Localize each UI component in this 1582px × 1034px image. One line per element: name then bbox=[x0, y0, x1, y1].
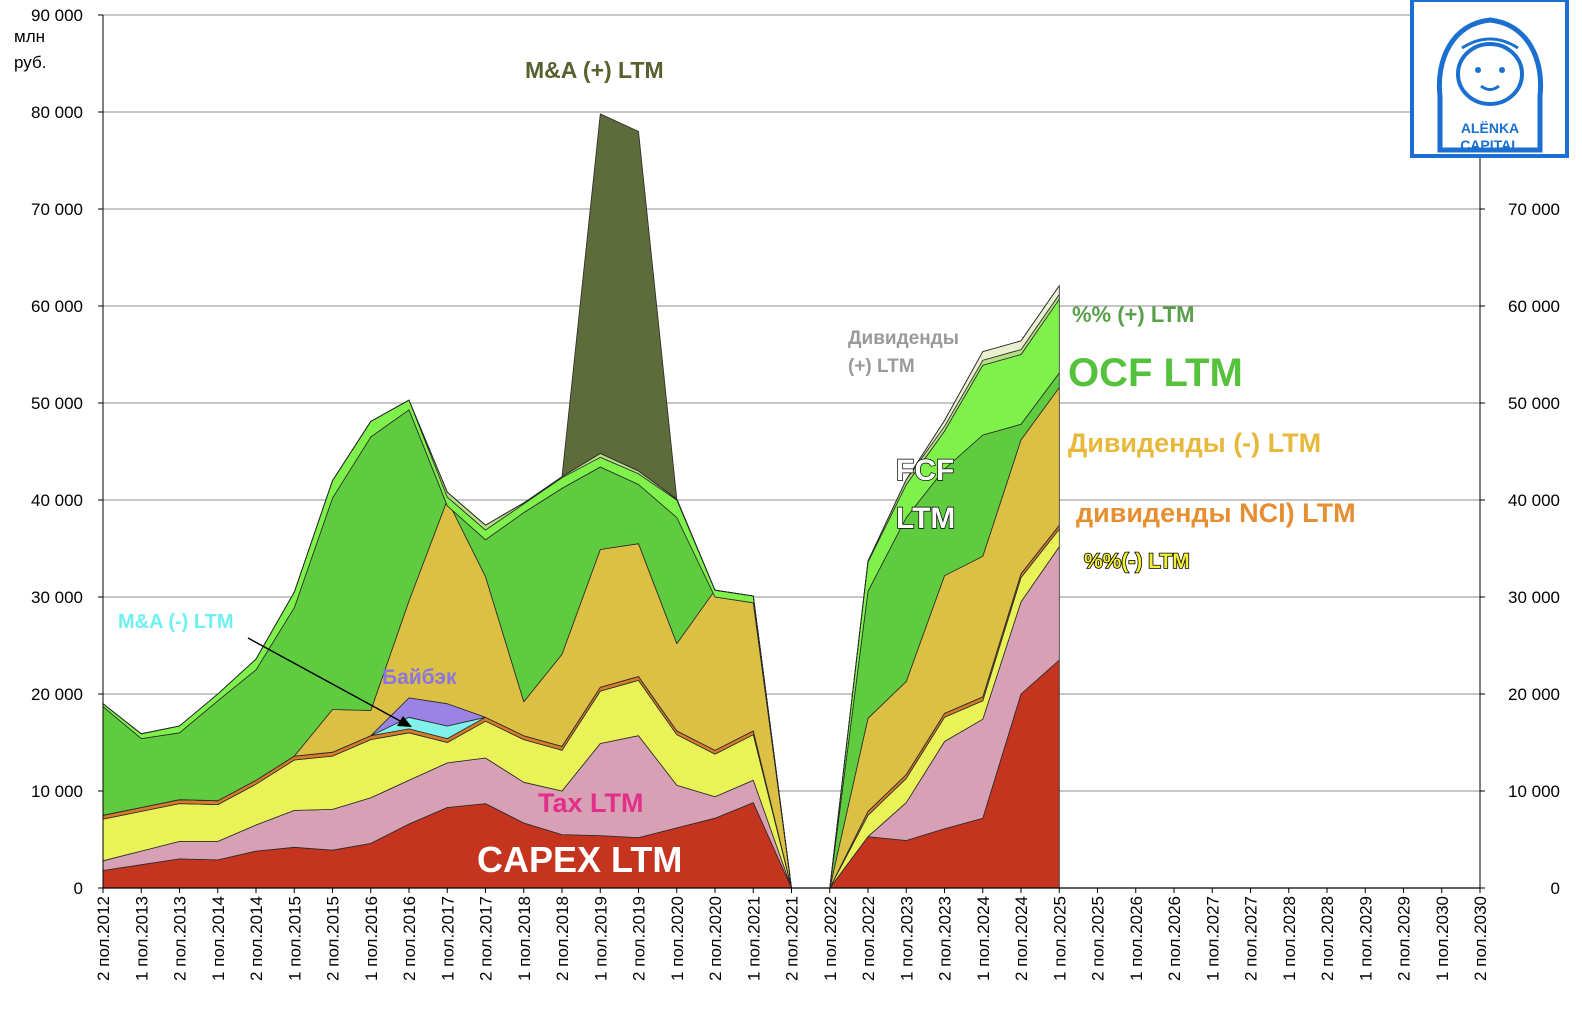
x-tick-label: 1 пол.2024 bbox=[974, 896, 993, 981]
y-tick-label: 40 000 bbox=[31, 491, 83, 510]
annotation-ocf: OCF LTM bbox=[1068, 351, 1243, 395]
x-tick-label: 2 пол.2026 bbox=[1165, 896, 1184, 981]
x-tick-label: 1 пол.2022 bbox=[821, 896, 840, 981]
y-tick-label: 0 bbox=[74, 879, 83, 898]
y-tick-label-right: 30 000 bbox=[1508, 588, 1560, 607]
y-tick-label: 50 000 bbox=[31, 394, 83, 413]
x-tick-label: 2 пол.2013 bbox=[171, 896, 190, 981]
y-tick-label: 60 000 bbox=[31, 297, 83, 316]
x-tick-label: 1 пол.2026 bbox=[1127, 896, 1146, 981]
y-tick-label-right: 40 000 bbox=[1508, 491, 1560, 510]
x-tick-label: 2 пол.2025 bbox=[1089, 896, 1108, 981]
logo-text-line1: ALЁNKA bbox=[1461, 120, 1519, 136]
y-tick-label: 20 000 bbox=[31, 685, 83, 704]
y-tick-label: 70 000 bbox=[31, 200, 83, 219]
x-tick-label: 1 пол.2019 bbox=[591, 896, 610, 981]
y-tick-label: 90 000 bbox=[31, 6, 83, 25]
logo-text-line2: CAPITAL bbox=[1460, 137, 1520, 153]
x-tick-label: 2 пол.2022 bbox=[859, 896, 878, 981]
annotation-tax: Tax LTM bbox=[538, 788, 644, 818]
x-tick-label: 1 пол.2028 bbox=[1280, 896, 1299, 981]
x-tick-label: 1 пол.2016 bbox=[362, 896, 381, 981]
y-tick-label: 10 000 bbox=[31, 782, 83, 801]
annotation-interest-plus: %% (+) LTM bbox=[1072, 302, 1194, 327]
annotation-buyback: Байбэк bbox=[382, 666, 457, 689]
y-axis-right-ticks: 0 10 000 20 000 30 000 40 000 50 000 60 000 70 … bbox=[1480, 200, 1560, 898]
y-tick-label: 30 000 bbox=[31, 588, 83, 607]
x-tick-label: 2 пол.2029 bbox=[1395, 896, 1414, 981]
annotation-interest-minus: %%(-) LTM bbox=[1084, 550, 1190, 573]
y-tick-label-right: 70 000 bbox=[1508, 200, 1560, 219]
x-tick-label: 1 пол.2027 bbox=[1203, 896, 1222, 981]
x-tick-label: 1 пол.2020 bbox=[668, 896, 687, 981]
x-tick-label: 2 пол.2019 bbox=[630, 896, 649, 981]
y-tick-label-right: 0 bbox=[1551, 879, 1560, 898]
x-tick-label: 1 пол.2029 bbox=[1356, 896, 1375, 981]
x-tick-label: 2 пол.2017 bbox=[477, 896, 496, 981]
x-tick-label: 2 пол.2021 bbox=[783, 896, 802, 981]
y-unit-label-line1: млн bbox=[14, 27, 45, 46]
y-axis-left-ticks: 0 10 000 20 000 30 000 40 000 50 000 60 000 70 … bbox=[31, 6, 103, 898]
y-tick-label-right: 10 000 bbox=[1508, 782, 1560, 801]
x-tick-label: 1 пол.2018 bbox=[515, 896, 534, 981]
annotation-dividends-nci: дивиденды NCI) LTM bbox=[1076, 498, 1356, 528]
annotation-dividends-plus-line1: Дивиденды bbox=[848, 328, 959, 349]
annotation-dividends-minus: Дивиденды (-) LTM bbox=[1068, 428, 1321, 458]
x-tick-label: 2 пол.2014 bbox=[247, 896, 266, 981]
x-axis-ticks: 2 пол.2012 1 пол.2013 2 пол.2013 1 пол.2014… bbox=[94, 888, 1490, 981]
x-tick-label: 1 пол.2017 bbox=[438, 896, 457, 981]
x-tick-label: 1 пол.2015 bbox=[285, 896, 304, 981]
annotation-fcf-line1: FCF bbox=[896, 454, 954, 487]
x-tick-label: 1 пол.2014 bbox=[209, 896, 228, 981]
annotation-ma-minus-arrow-line bbox=[247, 637, 403, 723]
x-tick-label: 1 пол.2023 bbox=[897, 896, 916, 981]
annotation-ma-minus-arrowhead bbox=[397, 716, 412, 727]
annotation-ma-plus: M&A (+) LTM bbox=[525, 57, 664, 83]
x-tick-label: 2 пол.2030 bbox=[1471, 896, 1490, 981]
x-tick-label: 1 пол.2030 bbox=[1433, 896, 1452, 981]
y-tick-label-right: 50 000 bbox=[1508, 394, 1560, 413]
y-tick-label-right: 60 000 bbox=[1508, 297, 1560, 316]
x-tick-label: 2 пол.2018 bbox=[553, 896, 572, 981]
x-tick-label: 2 пол.2027 bbox=[1242, 896, 1261, 981]
x-tick-label: 1 пол.2013 bbox=[132, 896, 151, 981]
x-tick-label: 2 пол.2020 bbox=[706, 896, 725, 981]
y-tick-label: 80 000 bbox=[31, 103, 83, 122]
alenka-capital-logo: ALЁNKA CAPITAL bbox=[1410, 0, 1569, 158]
area-series bbox=[102, 113, 1060, 889]
y-unit-label-line2: руб. bbox=[14, 53, 46, 72]
y-tick-label-right: 20 000 bbox=[1508, 685, 1560, 704]
x-tick-label: 2 пол.2016 bbox=[400, 896, 419, 981]
x-tick-label: 2 пол.2028 bbox=[1318, 896, 1337, 981]
x-tick-label: 1 пол.2025 bbox=[1050, 896, 1069, 981]
x-tick-label: 2 пол.2024 bbox=[1012, 896, 1031, 981]
annotation-fcf-line2: LTM bbox=[896, 502, 955, 535]
annotation-ma-minus: M&A (-) LTM bbox=[118, 611, 234, 633]
x-tick-label: 1 пол.2021 bbox=[744, 896, 763, 981]
x-tick-label: 2 пол.2023 bbox=[936, 896, 955, 981]
x-tick-label: 2 пол.2015 bbox=[324, 896, 343, 981]
annotation-dividends-plus-line2: (+) LTM bbox=[848, 356, 915, 377]
annotation-capex: CAPEX LTM bbox=[477, 839, 682, 880]
area-m-a-ltm bbox=[102, 113, 1060, 889]
x-tick-label: 2 пол.2012 bbox=[94, 896, 113, 981]
